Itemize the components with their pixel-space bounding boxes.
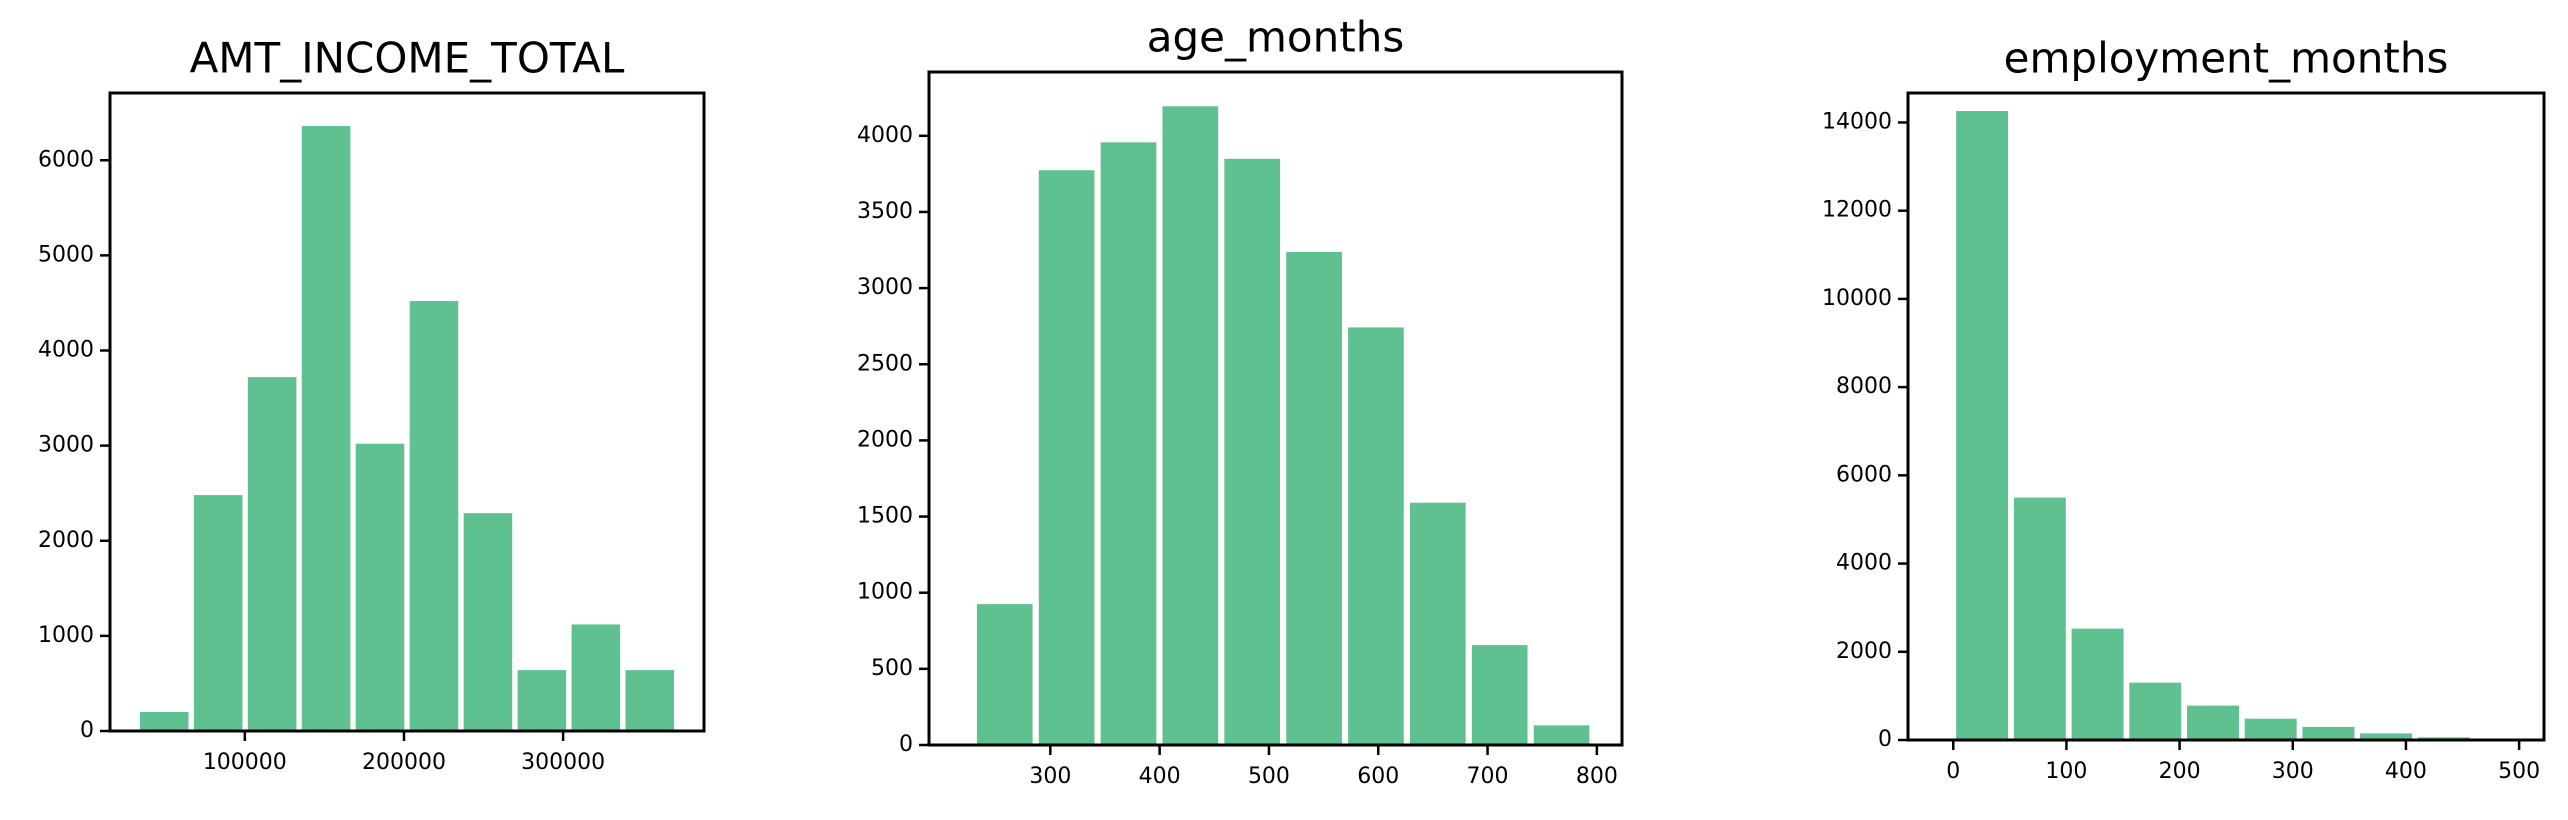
y-tick-label: 2000: [1836, 639, 1892, 664]
y-tick-label: 0: [899, 732, 913, 757]
chart-title: age_months: [1147, 13, 1404, 62]
bar: [2013, 497, 2066, 740]
y-tick-label: 2500: [857, 351, 913, 376]
y-tick-label: 500: [871, 656, 913, 681]
bar: [2129, 682, 2182, 740]
y-tick-label: 10000: [1822, 286, 1892, 311]
bar: [1100, 142, 1157, 746]
y-tick-label: 8000: [1836, 374, 1892, 399]
y-tick-label: 0: [80, 718, 94, 743]
y-tick-label: 0: [1878, 727, 1892, 752]
bar: [355, 443, 405, 731]
bar: [517, 670, 567, 731]
y-tick-label: 2000: [38, 528, 94, 553]
bar: [1409, 502, 1466, 745]
x-tick-label: 100: [2045, 759, 2087, 784]
x-tick-label: 200000: [362, 750, 446, 775]
bar: [301, 126, 351, 732]
y-tick-label: 6000: [38, 147, 94, 172]
y-tick-label: 6000: [1836, 462, 1892, 487]
x-tick-label: 400: [2385, 759, 2427, 784]
x-tick-label: 500: [1248, 764, 1290, 789]
x-tick-label: 800: [1576, 764, 1618, 789]
y-tick-label: 4000: [38, 338, 94, 363]
y-tick-label: 14000: [1822, 109, 1892, 134]
x-tick-label: 700: [1467, 764, 1509, 789]
bar: [2244, 718, 2297, 740]
x-tick-label: 500: [2498, 759, 2540, 784]
bar: [1471, 645, 1528, 745]
x-tick-label: 300: [2272, 759, 2314, 784]
bar: [2071, 628, 2124, 740]
bar: [1038, 170, 1095, 745]
x-tick-label: 600: [1357, 764, 1399, 789]
axes-frame: [1906, 91, 2546, 742]
y-tick-label: 5000: [38, 242, 94, 267]
y-tick-label: 3000: [857, 275, 913, 300]
bar: [1348, 327, 1404, 745]
y-tick-label: 1500: [857, 504, 913, 529]
bar: [1533, 725, 1590, 745]
y-tick-label: 4000: [857, 123, 913, 148]
y-tick-label: 3500: [857, 199, 913, 224]
axes-frame: [927, 70, 1624, 747]
axes-frame: [108, 91, 706, 733]
bar: [1286, 252, 1342, 745]
y-tick-label: 2000: [857, 427, 913, 452]
bar: [976, 604, 1033, 745]
y-tick-label: 3000: [38, 433, 94, 458]
bar: [193, 495, 243, 731]
y-tick-label: 1000: [38, 623, 94, 648]
bar: [1224, 158, 1281, 746]
bar: [2302, 726, 2355, 740]
x-tick-label: 400: [1139, 764, 1181, 789]
bar: [247, 377, 297, 731]
x-tick-label: 100000: [203, 750, 287, 775]
y-tick-label: 12000: [1822, 198, 1892, 223]
bar: [571, 624, 621, 731]
x-tick-label: 200: [2159, 759, 2201, 784]
bar: [625, 670, 675, 731]
chart-title: employment_months: [2004, 34, 2449, 83]
bar: [2187, 705, 2239, 740]
bar: [139, 711, 189, 731]
bar: [409, 301, 459, 731]
x-tick-label: 300000: [521, 750, 605, 775]
bar: [463, 513, 513, 731]
bar: [1162, 106, 1219, 746]
x-tick-label: 0: [1946, 759, 1960, 784]
bar: [1956, 110, 2009, 741]
chart-title: AMT_INCOME_TOTAL: [190, 34, 625, 83]
bar: [2360, 733, 2413, 740]
y-tick-label: 4000: [1836, 551, 1892, 576]
y-tick-label: 1000: [857, 580, 913, 605]
x-tick-label: 300: [1029, 764, 1071, 789]
